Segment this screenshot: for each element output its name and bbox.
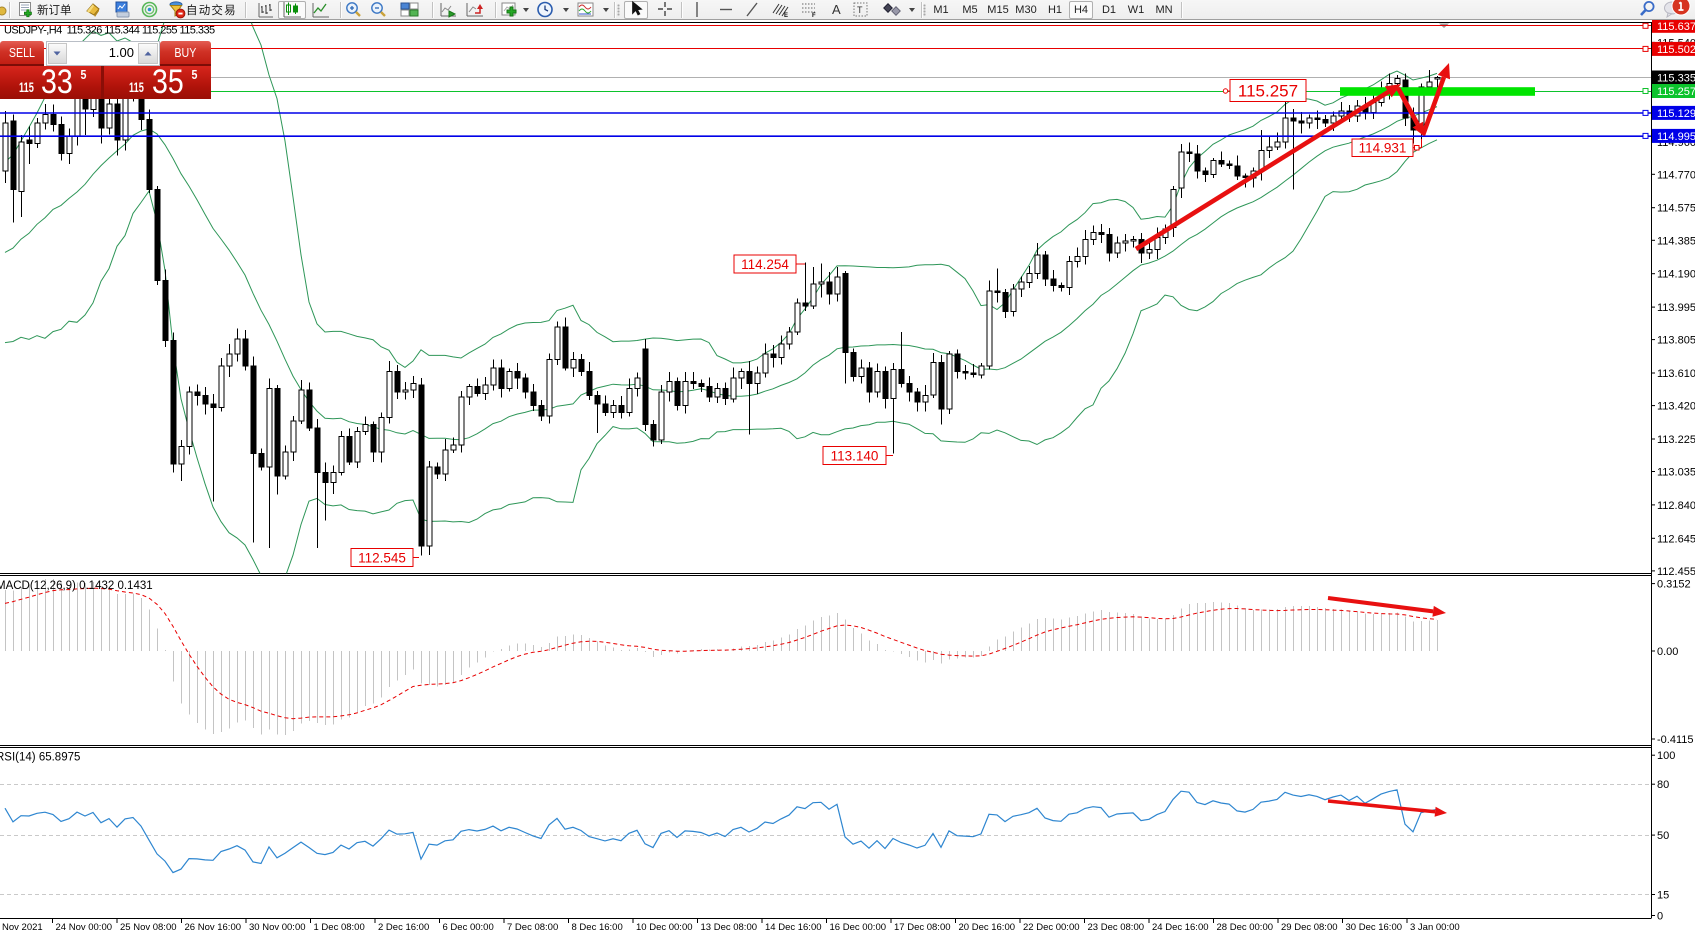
svg-text:112.840: 112.840 [1657,500,1695,512]
svg-text:115.129: 115.129 [1657,108,1695,120]
svg-text:112.455: 112.455 [1657,566,1695,578]
svg-text:3 Jan 00:00: 3 Jan 00:00 [1410,922,1460,933]
svg-text:115.257: 115.257 [1657,86,1695,98]
svg-text:50: 50 [1657,830,1669,842]
svg-text:30 Nov 00:00: 30 Nov 00:00 [249,922,306,933]
svg-text:115.637: 115.637 [1657,21,1695,33]
svg-text:T: T [857,5,863,15]
svg-text:113.225: 113.225 [1657,434,1695,446]
svg-text:114.770: 114.770 [1657,169,1695,181]
svg-text:6 Dec 00:00: 6 Dec 00:00 [443,922,494,933]
svg-text:13 Dec 08:00: 13 Dec 08:00 [701,922,758,933]
svg-text:25 Nov 08:00: 25 Nov 08:00 [120,922,177,933]
svg-text:8 Dec 16:00: 8 Dec 16:00 [572,922,623,933]
svg-text:RSI(14) 65.8975: RSI(14) 65.8975 [0,752,80,764]
svg-text:17 Dec 08:00: 17 Dec 08:00 [894,922,951,933]
svg-text:24 Dec 16:00: 24 Dec 16:00 [1152,922,1209,933]
svg-text:80: 80 [1657,779,1669,791]
svg-text:7 Dec 08:00: 7 Dec 08:00 [507,922,558,933]
svg-text:114.254: 114.254 [741,257,789,272]
svg-text:2 Dec 16:00: 2 Dec 16:00 [378,922,429,933]
svg-text:23 Dec 08:00: 23 Dec 08:00 [1088,922,1145,933]
svg-text:113.805: 113.805 [1657,335,1695,347]
svg-text:113.035: 113.035 [1657,467,1695,479]
svg-text:115.335: 115.335 [1657,73,1695,85]
svg-text:0: 0 [1657,911,1663,923]
svg-text:Nov 2021: Nov 2021 [2,922,43,933]
svg-text:112.645: 112.645 [1657,533,1695,545]
svg-text:114.385: 114.385 [1657,235,1695,247]
svg-text:-0.4115: -0.4115 [1657,734,1694,746]
svg-text:E: E [784,13,788,19]
svg-text:14 Dec 16:00: 14 Dec 16:00 [765,922,822,933]
svg-text:USDJPY-,H4 115.326 115.344 11: USDJPY-,H4 115.326 115.344 115.255 115.3… [4,25,215,37]
svg-text:10 Dec 00:00: 10 Dec 00:00 [636,922,693,933]
svg-text:100: 100 [1657,750,1675,762]
svg-text:115.502: 115.502 [1657,44,1695,56]
svg-text:1 Dec 08:00: 1 Dec 08:00 [314,922,365,933]
svg-text:29 Dec 08:00: 29 Dec 08:00 [1281,922,1338,933]
svg-text:22 Dec 00:00: 22 Dec 00:00 [1023,922,1080,933]
svg-text:0.00: 0.00 [1657,646,1678,658]
svg-text:26 Nov 16:00: 26 Nov 16:00 [185,922,242,933]
svg-text:A: A [832,2,841,17]
svg-text:114.575: 114.575 [1657,203,1695,215]
svg-text:28 Dec 00:00: 28 Dec 00:00 [1217,922,1274,933]
svg-text:114.190: 114.190 [1657,269,1695,281]
svg-text:24 Nov 00:00: 24 Nov 00:00 [56,922,113,933]
svg-text:113.420: 113.420 [1657,401,1695,413]
svg-text:113.610: 113.610 [1657,368,1695,380]
svg-text:F: F [812,13,816,19]
svg-text:112.545: 112.545 [358,550,406,565]
svg-text:MACD(12,26,9) 0.1432 0.1431: MACD(12,26,9) 0.1432 0.1431 [0,580,153,592]
svg-text:20 Dec 16:00: 20 Dec 16:00 [959,922,1016,933]
svg-text:114.995: 114.995 [1657,131,1695,143]
svg-text:0.3152: 0.3152 [1657,579,1691,591]
svg-text:114.931: 114.931 [1359,141,1407,156]
svg-text:16 Dec 00:00: 16 Dec 00:00 [830,922,887,933]
svg-text:30 Dec 16:00: 30 Dec 16:00 [1346,922,1403,933]
svg-text:115.257: 115.257 [1238,82,1298,101]
svg-text:15: 15 [1657,890,1669,902]
svg-text:113.140: 113.140 [831,448,879,463]
svg-text:113.995: 113.995 [1657,302,1695,314]
